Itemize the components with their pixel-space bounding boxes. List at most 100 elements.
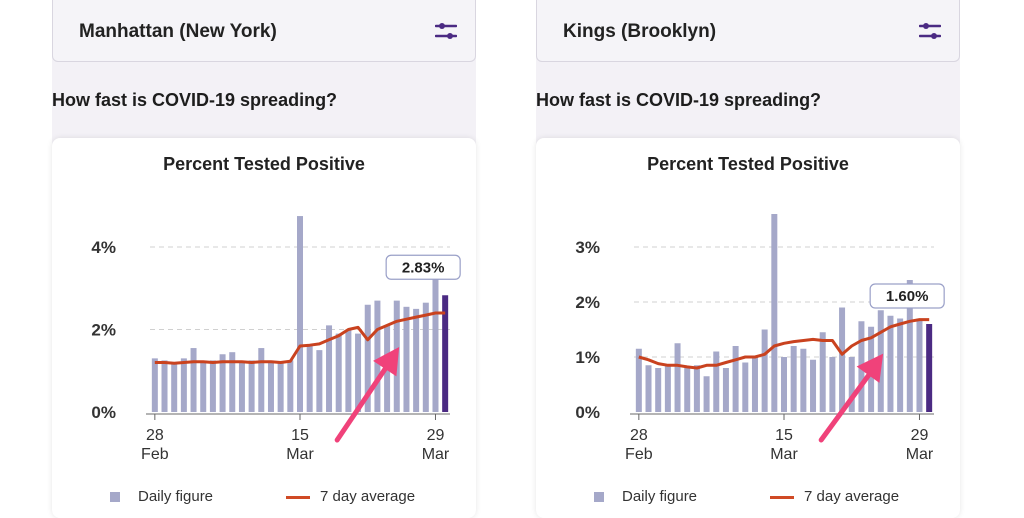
tooltip-box: [385, 254, 461, 280]
daily-bar: [287, 360, 294, 412]
daily-bar: [258, 348, 265, 412]
daily-bar: [219, 354, 226, 412]
y-tick-label: 2%: [575, 293, 600, 312]
region-selector[interactable]: Kings (Brooklyn): [536, 0, 960, 62]
legend-average: 7 day average: [770, 488, 899, 505]
chart-title: Percent Tested Positive: [647, 154, 849, 174]
y-tick-label: 3%: [575, 238, 600, 257]
daily-bar: [238, 362, 245, 412]
daily-bar: [829, 357, 836, 412]
x-tick-day: 29: [911, 427, 929, 444]
daily-bar: [229, 352, 236, 412]
daily-bar: [781, 357, 787, 412]
daily-bar: [306, 346, 313, 412]
seven-day-average-line: [638, 318, 930, 370]
daily-bar: [916, 318, 923, 412]
filter-sliders-icon[interactable]: [435, 20, 457, 42]
tooltip-value: 1.60%: [886, 288, 929, 305]
daily-bar: [267, 360, 274, 412]
daily-bar: [906, 280, 913, 412]
legend-bar-swatch: [594, 492, 604, 503]
annotation-arrow-shaft: [334, 354, 396, 443]
percent-positive-chart: 0% 1% 2% 3% 28 Feb 15 Mar 29 Mar 1.60%: [575, 214, 945, 463]
chart-card: Percent Tested Positive 0% 1% 2% 3% 28 Feb 15 M…: [536, 138, 960, 518]
x-tick-day: 28: [630, 427, 648, 444]
daily-bar: [297, 216, 303, 412]
daily-bar: [790, 346, 797, 412]
daily-bar: [355, 333, 362, 412]
seven-day-average-line: [154, 311, 446, 365]
daily-bar: [335, 333, 342, 412]
region-selector[interactable]: Manhattan (New York): [52, 0, 476, 62]
daily-bar: [761, 329, 768, 412]
daily-bar: [180, 358, 187, 412]
tooltip-box: [869, 283, 945, 309]
daily-bar: [664, 365, 671, 412]
x-tick-month: Mar: [906, 446, 934, 463]
y-tick-label: 4%: [91, 238, 116, 257]
daily-bar: [403, 306, 410, 412]
section-question: How fast is COVID-19 spreading?: [536, 90, 822, 110]
legend-average-label: 7 day average: [320, 488, 416, 505]
region-panel-brooklyn: Kings (Brooklyn) How fast is COVID-19 sp…: [536, 0, 960, 518]
annotation-arrow-head: [856, 353, 884, 383]
daily-bar: [693, 365, 700, 412]
x-tick-month: Feb: [141, 446, 169, 463]
filter-sliders-icon[interactable]: [919, 20, 941, 42]
region-panel-manhattan: Manhattan (New York) How fast is COVID-1…: [52, 0, 476, 518]
daily-bar: [839, 307, 846, 412]
y-tick-label: 1%: [575, 348, 600, 367]
annotation-arrow-shaft: [818, 361, 880, 443]
x-tick-day: 29: [427, 427, 445, 444]
legend-daily: Daily figure: [110, 488, 213, 505]
region-name: Kings (Brooklyn): [563, 21, 717, 42]
percent-positive-chart: 0% 2% 4% 28 Feb 15 Mar 29 Mar 2.83%: [91, 216, 461, 463]
daily-bar: [742, 362, 749, 412]
region-name: Manhattan (New York): [79, 21, 277, 42]
value-tooltip: 1.60%: [869, 283, 945, 309]
daily-bar: [684, 368, 691, 412]
y-tick-label: 2%: [91, 321, 116, 340]
daily-bar: [432, 277, 439, 412]
x-tick-month: Feb: [625, 446, 653, 463]
legend-line-swatch: [286, 495, 310, 499]
daily-bar: [171, 362, 178, 412]
daily-bar: [374, 300, 381, 412]
x-tick-month: Mar: [286, 446, 314, 463]
daily-bar: [316, 350, 323, 412]
annotation-arrow-head: [373, 347, 400, 377]
x-tick-month: Mar: [422, 446, 450, 463]
daily-bar: [413, 308, 420, 412]
daily-bar: [819, 332, 826, 412]
daily-bar: [674, 343, 681, 412]
daily-bar: [277, 362, 284, 412]
daily-bar: [209, 360, 216, 412]
daily-bar: [190, 348, 197, 412]
daily-bar: [442, 295, 449, 412]
daily-bar: [713, 351, 720, 412]
x-tick-day: 15: [291, 427, 309, 444]
legend-average-label: 7 day average: [804, 488, 900, 505]
section-question: How fast is COVID-19 spreading?: [52, 90, 338, 110]
tooltip-value: 2.83%: [402, 259, 445, 276]
legend-line-swatch: [770, 495, 794, 499]
daily-bar: [810, 359, 817, 412]
x-tick-day: 28: [146, 427, 164, 444]
daily-bar: [635, 348, 642, 412]
daily-bar: [897, 318, 904, 412]
daily-bar: [200, 362, 207, 412]
y-tick-label: 0%: [91, 403, 116, 422]
legend-daily: Daily figure: [594, 488, 697, 505]
chart-title: Percent Tested Positive: [163, 154, 365, 174]
daily-bar: [887, 315, 894, 412]
daily-bar: [926, 324, 933, 412]
daily-bar: [655, 368, 662, 412]
daily-bar: [151, 358, 158, 412]
daily-bar: [326, 325, 333, 412]
legend-daily-label: Daily figure: [138, 488, 214, 505]
daily-bar: [161, 360, 168, 412]
daily-bar: [800, 348, 807, 412]
x-tick-day: 15: [775, 427, 793, 444]
daily-bar: [751, 357, 758, 412]
daily-bar: [364, 304, 371, 412]
